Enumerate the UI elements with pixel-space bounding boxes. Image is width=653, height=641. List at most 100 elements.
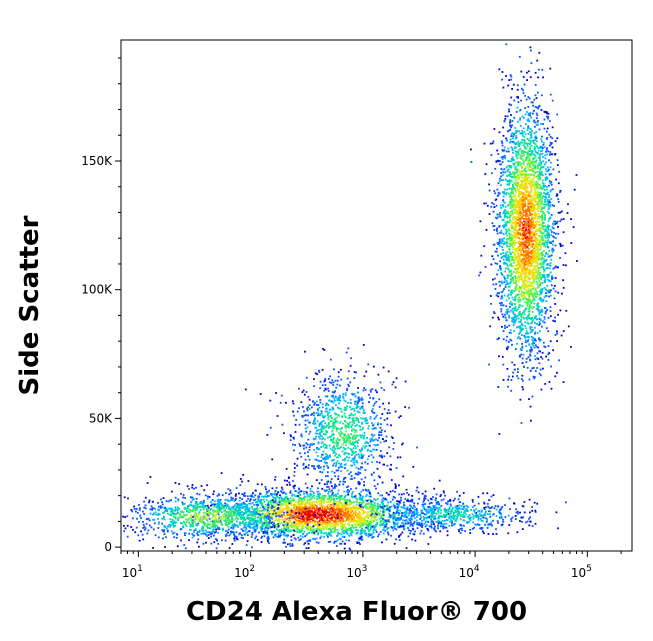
event-dot (487, 513, 489, 515)
event-dot (232, 531, 235, 533)
event-dot (365, 534, 368, 537)
event-dot (162, 512, 165, 514)
event-dot (369, 499, 372, 501)
event-dot (329, 517, 331, 520)
event-dot (343, 477, 346, 480)
event-dot (217, 511, 220, 514)
event-dot (360, 406, 363, 408)
event-dot (174, 508, 177, 510)
event-dot (329, 439, 332, 442)
event-dot (323, 525, 326, 528)
event-dot (164, 546, 166, 548)
event-dot (402, 523, 405, 526)
event-dot (184, 534, 186, 536)
event-dot (350, 520, 352, 523)
event-dot (357, 467, 360, 470)
event-dot (439, 530, 442, 533)
event-dot (360, 505, 363, 508)
event-dot (411, 538, 413, 541)
event-dot (237, 510, 240, 513)
event-dot (357, 507, 359, 509)
event-dot (341, 495, 343, 497)
event-dot (322, 511, 325, 514)
event-dot (340, 533, 343, 536)
event-dot (348, 502, 351, 505)
event-dot (402, 507, 405, 509)
event-dot (306, 443, 309, 446)
event-dot (239, 478, 242, 480)
event-dot (397, 526, 400, 528)
event-dot (319, 471, 322, 473)
event-dot (332, 513, 335, 516)
event-dot (350, 475, 353, 477)
event-dot (240, 528, 243, 531)
event-dot (337, 469, 340, 472)
event-dot (421, 526, 423, 528)
event-dot (398, 512, 401, 515)
event-dot (324, 446, 327, 449)
event-dot (336, 447, 339, 450)
event-dot (340, 432, 343, 434)
event-dot (195, 502, 198, 504)
event-dot (304, 542, 307, 544)
event-dot (371, 437, 373, 440)
event-dot (166, 529, 169, 532)
event-dot (341, 540, 344, 543)
event-dot (232, 518, 235, 521)
event-dot (353, 517, 356, 520)
event-dot (275, 516, 277, 519)
event-dot (390, 514, 393, 517)
event-dot (356, 473, 359, 476)
event-dot (195, 501, 198, 503)
event-dot (307, 515, 310, 518)
event-dot (243, 493, 245, 496)
event-dot (437, 527, 439, 530)
event-dot (199, 505, 202, 508)
event-dot (268, 500, 270, 503)
event-dot (358, 502, 361, 504)
event-dot (313, 494, 315, 497)
event-dot (348, 524, 351, 527)
event-dot (473, 526, 475, 529)
event-dot (345, 351, 348, 354)
event-dot (480, 509, 483, 512)
event-dot (130, 526, 133, 528)
event-dot (412, 528, 415, 531)
event-dot (316, 408, 319, 411)
event-dot (404, 510, 407, 513)
event-dot (320, 456, 323, 458)
event-dot (389, 516, 392, 519)
event-dot (285, 500, 288, 502)
event-dot (347, 423, 350, 426)
event-dot (296, 505, 299, 508)
event-dot (326, 498, 329, 501)
event-dot (456, 505, 459, 507)
event-dot (224, 502, 226, 505)
event-dot (333, 426, 336, 429)
event-dot (375, 448, 378, 451)
event-dot (313, 492, 315, 494)
event-dot (397, 517, 400, 520)
event-dot (258, 499, 261, 502)
event-dot (300, 401, 303, 404)
event-dot (324, 378, 327, 380)
event-dot (373, 412, 376, 414)
event-dot (260, 530, 263, 533)
event-dot (168, 513, 171, 516)
event-dot (311, 503, 313, 506)
event-dot (260, 519, 263, 521)
event-dot (355, 419, 358, 422)
event-dot (278, 519, 281, 522)
event-dot (307, 518, 310, 520)
event-dot (337, 444, 340, 447)
event-dot (263, 510, 266, 513)
event-dot (405, 512, 408, 515)
event-dot (314, 426, 317, 429)
event-dot (256, 526, 259, 529)
event-dot (151, 509, 153, 511)
event-dot (225, 507, 228, 509)
event-dot (200, 519, 203, 522)
event-dot (381, 438, 384, 440)
event-dot (428, 516, 431, 519)
event-dot (529, 511, 531, 514)
